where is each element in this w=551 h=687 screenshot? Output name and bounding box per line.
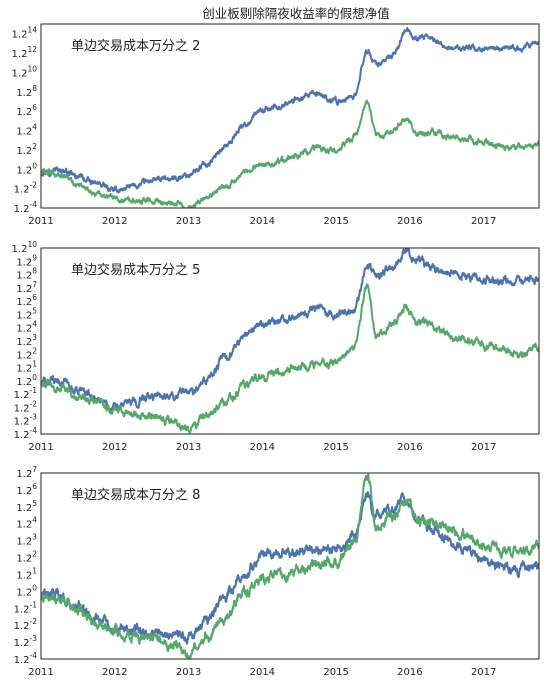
x-tick-label: 2015	[323, 667, 348, 678]
x-tick-label: 2012	[102, 216, 127, 227]
x-tick-label: 2011	[28, 442, 53, 453]
y-tick-label: 1.2-3	[14, 413, 38, 428]
y-tick-label: 1.22	[16, 550, 37, 565]
y-tick-label: 1.26	[16, 482, 37, 497]
series-line-2	[41, 473, 539, 659]
x-tick-label: 2012	[102, 667, 127, 678]
y-tick-label: 1.25	[16, 306, 37, 321]
x-tick-label: 2014	[250, 667, 275, 678]
y-tick-label: 1.22	[16, 142, 37, 157]
y-tick-label: 1.2-4	[14, 651, 38, 666]
y-tick-label: 1.22	[16, 346, 37, 361]
x-tick-label: 2016	[397, 216, 422, 227]
x-tick-label: 2015	[323, 216, 348, 227]
y-tick-label: 1.20	[16, 583, 37, 598]
x-tick-label: 2012	[102, 442, 127, 453]
y-tick-label: 1.24	[16, 320, 37, 335]
y-tick-label: 1.24	[16, 123, 37, 138]
panel-annotation: 单边交易成本万分之 2	[71, 38, 200, 54]
chart-panel-3: 2011 2012 2013 2014 2015 2016 2017 1.2-4 1.2-3 1.…	[14, 465, 540, 678]
x-tick-label: 2015	[323, 442, 348, 453]
series-line-1	[41, 248, 539, 413]
y-tick-label: 1.21	[16, 566, 37, 581]
y-tick-label: 1.210	[12, 240, 38, 255]
y-tick-label: 1.23	[16, 333, 37, 348]
y-tick-label: 1.21	[16, 360, 37, 375]
y-tick-label: 1.28	[16, 84, 37, 99]
x-tick-label: 2014	[250, 442, 275, 453]
x-tick-label: 2014	[250, 216, 275, 227]
y-tick-label: 1.23	[16, 533, 37, 548]
y-tick-label: 1.27	[16, 280, 37, 295]
x-tick-label: 2017	[471, 442, 496, 453]
y-tick-label: 1.29	[16, 253, 37, 268]
y-tick-label: 1.214	[12, 26, 38, 41]
x-tick-label: 2017	[471, 667, 496, 678]
axes-frame	[40, 247, 540, 435]
y-tick-label: 1.2-2	[14, 181, 38, 196]
y-tick-label: 1.26	[16, 103, 37, 118]
panel-annotation: 单边交易成本万分之 8	[71, 487, 200, 503]
y-tick-label: 1.24	[16, 516, 37, 531]
y-tick-label: 1.2-1	[14, 600, 38, 615]
y-tick-label: 1.2-4	[14, 200, 38, 215]
y-tick-label: 1.27	[16, 465, 37, 480]
y-tick-label: 1.28	[16, 267, 37, 282]
series-line-2	[41, 99, 539, 208]
x-tick-label: 2013	[176, 216, 201, 227]
y-tick-label: 1.212	[12, 45, 38, 60]
panel-annotation: 单边交易成本万分之 5	[71, 262, 200, 278]
y-tick-label: 1.210	[12, 64, 38, 79]
y-tick-label: 1.2-1	[14, 386, 38, 401]
y-tick-label: 1.2-2	[14, 617, 38, 632]
y-tick-label: 1.2-2	[14, 399, 38, 414]
series-line-2	[41, 283, 539, 434]
chart-panel-1: 2011 2012 2013 2014 2015 2016 2017 1.2-4 1.2-2 1.…	[12, 23, 540, 227]
y-tick-label: 1.26	[16, 293, 37, 308]
x-tick-label: 2016	[397, 442, 422, 453]
x-tick-label: 2017	[471, 216, 496, 227]
series-line-1	[41, 491, 539, 645]
x-tick-label: 2011	[28, 216, 53, 227]
chart-panel-2: 2011 2012 2013 2014 2015 2016 20171.2-41.2-31.…	[12, 240, 540, 453]
x-tick-label: 2016	[397, 667, 422, 678]
x-tick-label: 2013	[176, 442, 201, 453]
y-tick-label: 1.25	[16, 499, 37, 514]
figure-title: 创业板剔除隔夜收益率的假想净值	[202, 6, 390, 21]
y-tick-label: 1.2-4	[14, 426, 38, 441]
y-tick-label: 1.20	[16, 161, 37, 176]
axes-frame	[40, 472, 540, 660]
y-tick-label: 1.2-3	[14, 634, 38, 649]
y-tick-label: 1.20	[16, 373, 37, 388]
x-tick-label: 2013	[176, 667, 201, 678]
x-tick-label: 2011	[28, 667, 53, 678]
axes-frame	[40, 23, 540, 209]
series-line-1	[41, 27, 539, 194]
